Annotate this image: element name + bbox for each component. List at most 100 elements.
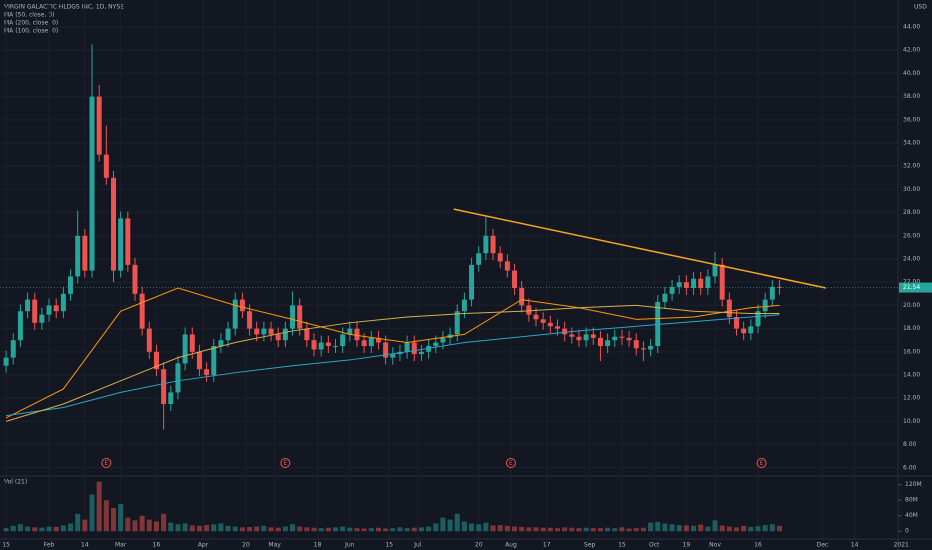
volume-bar [619,527,625,532]
volume-bar [433,523,439,532]
candle-body [103,154,109,178]
volume-bar [411,527,417,532]
volume-bar [325,527,331,532]
candle-body [762,299,768,312]
volume-bar [290,524,296,532]
volume-bar [533,527,539,532]
legend-entry: MA (200, close, 0) [4,20,58,27]
candle-body [669,286,675,294]
legend: VIRGIN GALACTIC HLDGS INC, 1D, NYSE MA (… [4,4,124,486]
volume-bar [75,513,81,532]
volume-bar [46,526,52,532]
candle-body [10,340,16,358]
volume-tick-label: 0 [905,528,909,535]
volume-bar [612,528,618,532]
candle-body [569,334,575,337]
candle-body [583,334,589,341]
volume-bar [232,526,238,532]
volume-bar [89,494,95,532]
candle-body [533,314,539,320]
volume-bar [247,526,253,532]
candle-body [297,305,303,329]
candle-body [196,351,202,370]
candle-body [211,346,217,376]
volume-bar [275,527,281,532]
candle-body [175,363,181,393]
volume-bar [726,526,732,532]
volume-bar [669,524,675,532]
x-tick-label: Jun [344,542,355,549]
y-tick-label: 40.00 [903,70,920,77]
candle-body [411,342,417,355]
currency: USD [914,4,927,11]
volume-bar [282,526,288,532]
volume-bar [540,527,546,532]
candle-body [418,351,424,355]
volume-bar [318,528,324,532]
candle-body [225,328,231,341]
candle-body [676,282,682,287]
volume-bar [648,522,654,532]
candle-body [719,264,725,300]
x-tick-label: Feb [44,542,55,549]
candle-body [540,319,546,323]
volume-bar [676,525,682,532]
volume-bar [512,526,518,532]
volume-bar [53,526,59,532]
candle-body [375,337,381,343]
volume-bar [383,528,389,532]
candle-body [547,322,553,327]
volume-bar [705,526,711,532]
x-tick-label: 20 [242,542,250,549]
candle-body [683,282,689,289]
volume-bar [626,528,632,532]
earnings-marker [101,458,112,468]
x-tick-label: 16 [754,542,762,549]
candle-body [426,346,432,352]
candle-body [469,264,475,300]
y-tick-label: 22.00 [903,279,920,286]
legend-entry: MA (50, close, 0) [4,12,54,19]
volume-bar [712,520,718,532]
candle-body [17,311,23,341]
candle-body [318,342,324,350]
volume-bar [404,528,410,532]
candle-body [368,337,374,347]
earnings-label: E [104,460,108,467]
volume-bar [196,525,202,532]
volume-bar [597,528,603,532]
volume-bar [111,507,117,532]
x-tick-label: Jul [413,542,422,549]
volume-bar [340,526,346,532]
candle-body [325,342,331,347]
legend-entry: MA (100, close, 0) [4,28,58,35]
volume-bar [354,528,360,532]
volume-bar [490,525,496,532]
candle-body [554,326,560,329]
volume-bar [204,525,210,532]
candle-body [734,317,740,329]
y-tick-label: 44.00 [903,24,920,31]
candle-body [497,253,503,262]
candle-body [53,305,59,312]
volume-bar [139,515,145,532]
y-tick-label: 8.00 [903,441,917,448]
y-tick-label: 12.00 [903,395,920,402]
x-tick-label: 18 [314,542,322,549]
volume-bar [769,524,775,532]
volume-bar [562,527,568,532]
x-tick-label: 2021 [894,542,909,549]
candle-body [46,305,52,315]
candle-body [404,342,410,352]
candle-body [139,293,145,329]
volume-bar [368,528,374,532]
candle-body [726,299,732,318]
volume-bar [719,525,725,532]
earnings-marker [280,458,291,468]
candle-body [311,340,317,350]
candle-body [118,218,124,271]
volume-bar [225,525,231,532]
volume-bar [698,524,704,532]
candle-body [89,96,95,271]
